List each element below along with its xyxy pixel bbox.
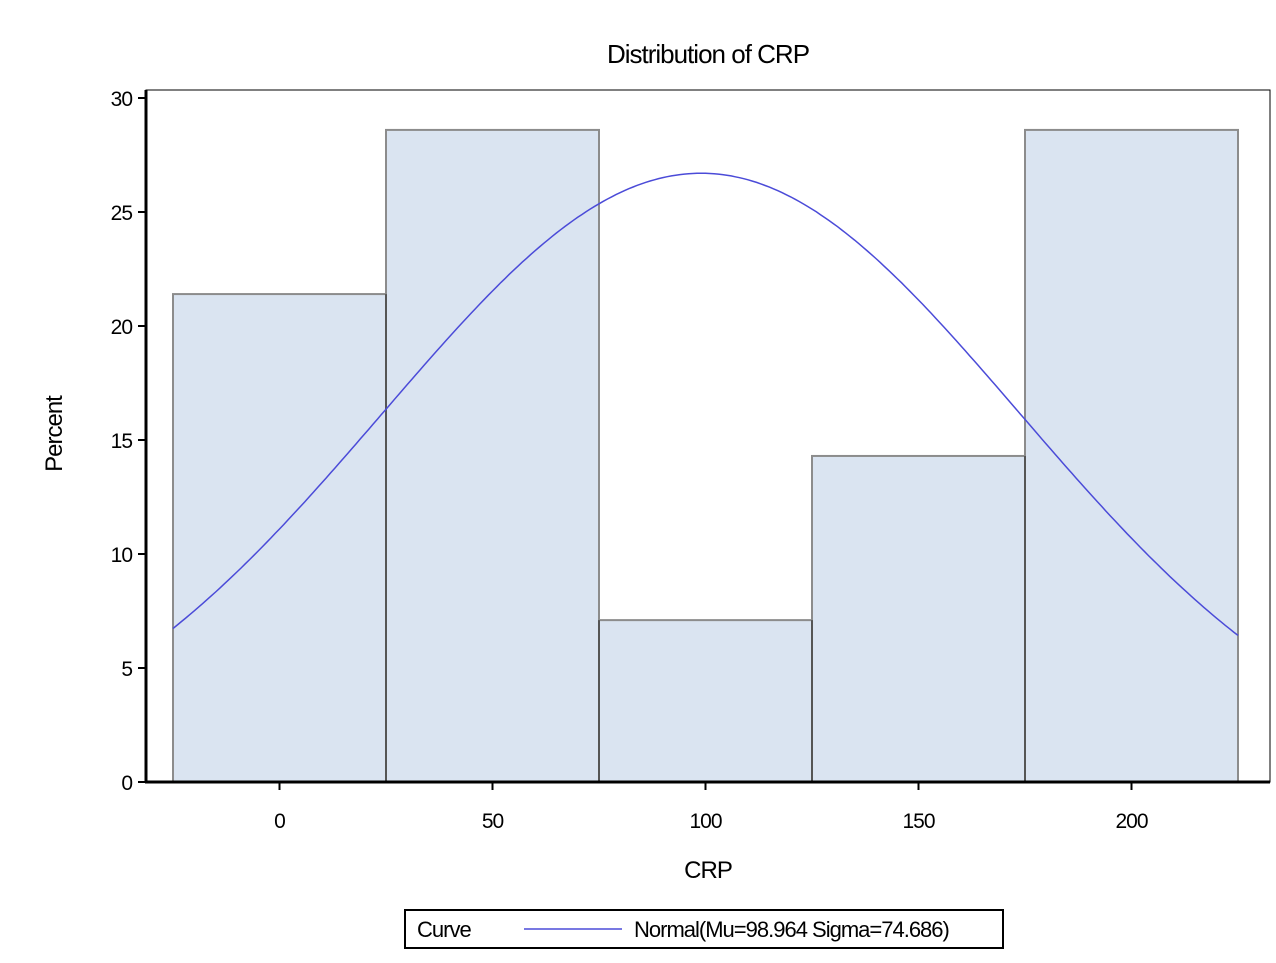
x-axis-label: CRP	[684, 857, 732, 884]
y-tick-label-5: 5	[121, 658, 132, 681]
histogram-bar-5	[1024, 128, 1239, 784]
x-tick-label-50: 50	[482, 810, 504, 833]
x-tick-label-100: 100	[689, 810, 721, 833]
x-tick-label-150: 150	[902, 810, 934, 833]
legend-box	[404, 909, 1004, 949]
y-tick-label-20: 20	[111, 316, 133, 339]
y-tick-label-25: 25	[111, 202, 133, 225]
y-axis-label: Percent	[41, 395, 68, 472]
chart-title: Distribution of CRP	[607, 39, 809, 69]
histogram-bar-4	[811, 454, 1026, 783]
x-tick-label-200: 200	[1115, 810, 1147, 833]
legend-entry: Normal(Mu=98.964 Sigma=74.686)	[634, 917, 949, 942]
legend-title: Curve	[417, 917, 471, 942]
y-tick-label-10: 10	[111, 544, 133, 567]
histogram-bar-2	[385, 128, 600, 784]
x-tick-label-0: 0	[274, 810, 285, 833]
y-tick-label-15: 15	[111, 430, 133, 453]
y-tick-label-30: 30	[111, 88, 133, 111]
histogram-bar-3	[598, 619, 813, 783]
legend: Curve Normal(Mu=98.964 Sigma=74.686)	[404, 909, 1004, 949]
y-tick-label-0: 0	[121, 772, 132, 795]
histogram-bar-1	[172, 293, 387, 783]
normal-curve	[172, 172, 1239, 636]
